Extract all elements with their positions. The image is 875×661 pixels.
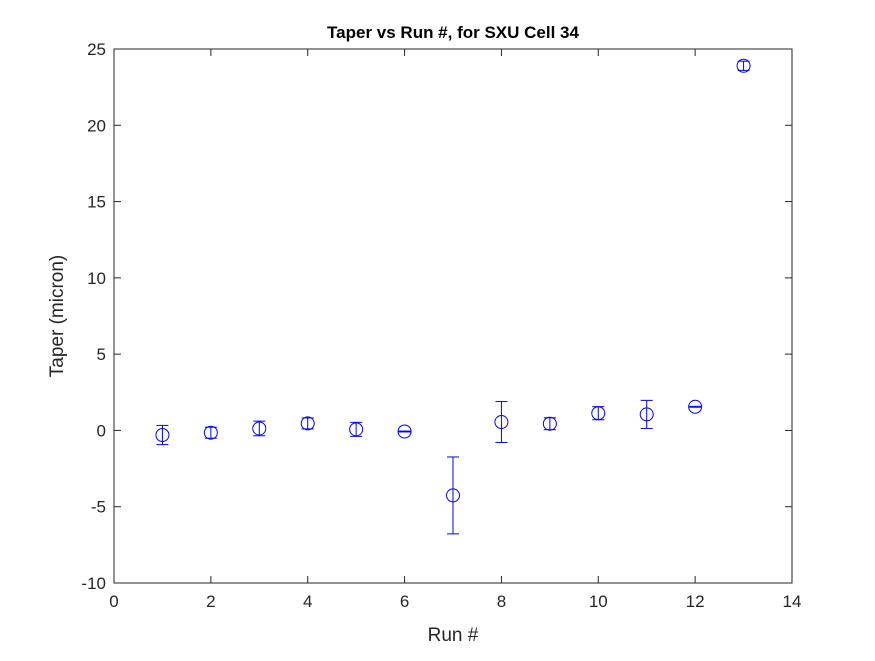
marker-circle [252, 421, 267, 436]
ticks: 0 2 4 6 8 10 12 14 -10 -5 0 5 10 15 20 25 [81, 40, 801, 611]
x-tick-label: 12 [686, 592, 705, 611]
data-point [591, 406, 606, 421]
data-point [155, 424, 170, 446]
data-point [446, 456, 460, 535]
data-point [349, 421, 364, 437]
chart-title: Taper vs Run #, for SXU Cell 34 [327, 23, 579, 42]
x-axis-label: Run # [428, 625, 479, 646]
marker-circle [155, 428, 170, 443]
marker-circle [300, 416, 315, 431]
marker-circle [639, 407, 654, 422]
data-points [155, 58, 751, 535]
y-tick-label: 5 [97, 345, 106, 364]
x-tick-label: 14 [783, 592, 802, 611]
data-point [494, 401, 509, 443]
marker-circle [494, 415, 509, 430]
marker-circle [688, 399, 703, 414]
data-point [542, 416, 557, 431]
data-point [688, 399, 703, 414]
x-tick-label: 6 [400, 592, 409, 611]
marker-circle [736, 58, 751, 73]
x-tick-label: 8 [497, 592, 506, 611]
y-tick-label: 25 [87, 40, 106, 59]
data-point [252, 420, 267, 437]
y-tick-label: 10 [87, 269, 106, 288]
y-tick-label: -10 [81, 574, 106, 593]
data-point [203, 425, 218, 440]
marker-circle [446, 488, 460, 503]
y-tick-label: 0 [97, 421, 106, 440]
y-axis-label: Taper (micron) [47, 255, 68, 377]
marker-circle [349, 422, 364, 437]
y-tick-label: 15 [87, 193, 106, 212]
data-point [639, 399, 654, 429]
x-tick-label: 10 [589, 592, 608, 611]
x-tick-label: 0 [109, 592, 118, 611]
x-tick-label: 2 [206, 592, 215, 611]
marker-circle [397, 424, 412, 439]
marker-circle [591, 406, 606, 421]
x-tick-label: 4 [303, 592, 312, 611]
y-tick-label: 20 [87, 116, 106, 135]
data-point [300, 416, 315, 431]
marker-circle [203, 425, 218, 440]
y-tick-label: -5 [91, 498, 106, 517]
marker-circle [542, 416, 557, 431]
data-point [736, 58, 751, 73]
data-point [397, 424, 412, 439]
